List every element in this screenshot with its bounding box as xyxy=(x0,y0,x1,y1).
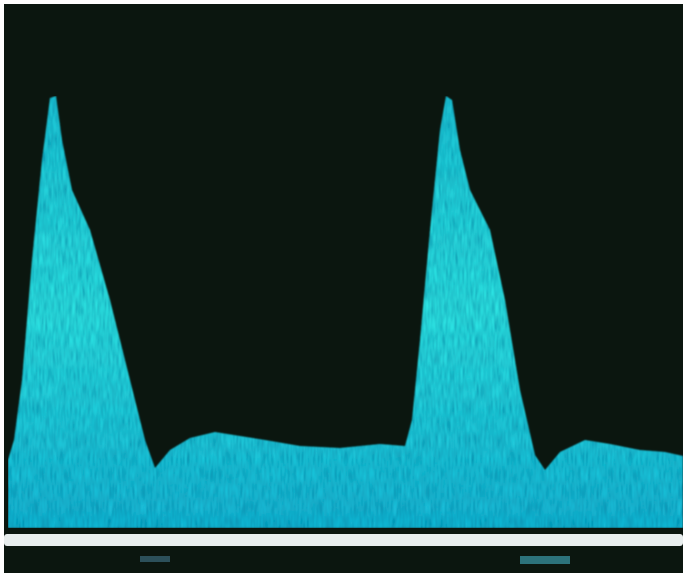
waveform-trace xyxy=(8,96,683,528)
marker xyxy=(520,556,570,564)
baseline-bar xyxy=(4,534,683,546)
marker xyxy=(140,556,170,562)
waveform xyxy=(8,96,683,528)
